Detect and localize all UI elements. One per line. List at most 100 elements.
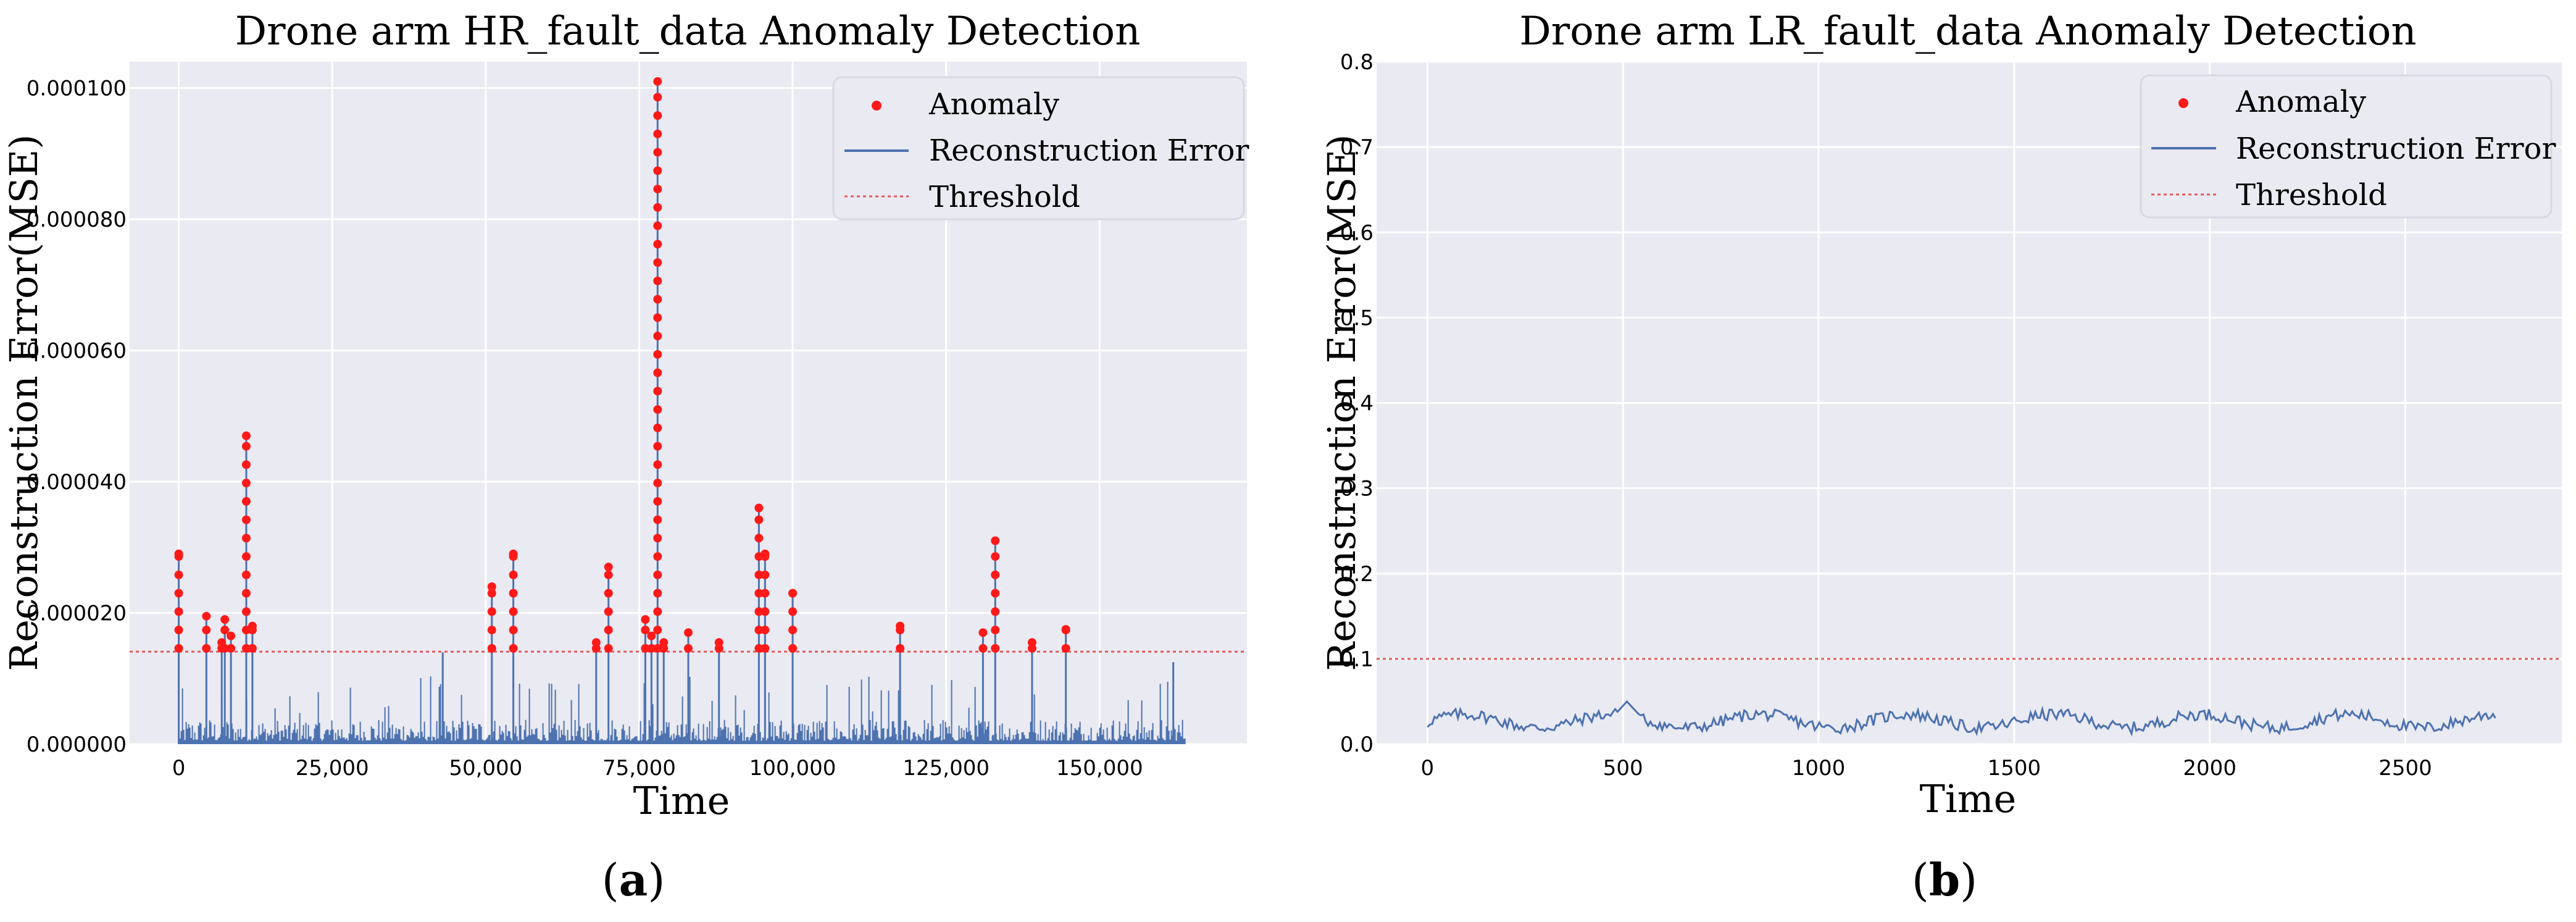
legend-label-anomaly-a: Anomaly xyxy=(928,87,1059,122)
anomaly-point xyxy=(754,503,764,513)
anomaly-point xyxy=(220,643,230,653)
anomaly-point xyxy=(653,552,662,561)
x-tick-label: 0 xyxy=(1421,756,1435,781)
x-tick-label: 100,000 xyxy=(749,756,836,781)
anomaly-point xyxy=(978,628,988,637)
anomaly-point xyxy=(761,549,770,558)
anomaly-point xyxy=(604,626,613,635)
anomaly-point xyxy=(487,582,496,591)
y-tick-label: 0.0 xyxy=(1340,732,1373,757)
anomaly-point xyxy=(653,129,662,138)
anomaly-point xyxy=(487,589,496,598)
anomaly-point xyxy=(653,387,662,396)
anomaly-point xyxy=(653,589,662,598)
anomaly-point xyxy=(591,643,601,653)
anomaly-point xyxy=(991,570,1000,579)
anomaly-point xyxy=(653,148,662,157)
anomaly-point xyxy=(788,643,798,653)
y-tick-label: 0.000060 xyxy=(27,339,127,364)
anomaly-point xyxy=(653,332,662,341)
anomaly-point xyxy=(653,203,662,212)
x-tick-label: 25,000 xyxy=(296,756,369,781)
anomaly-point xyxy=(653,166,662,175)
anomaly-point xyxy=(653,442,662,451)
anomaly-point xyxy=(788,626,798,635)
anomaly-point xyxy=(202,643,211,653)
y-tick-label: 0.6 xyxy=(1340,220,1373,245)
anomaly-point xyxy=(653,534,662,543)
anomaly-point xyxy=(241,515,251,524)
chart-a: 0.000000 0.000020 0.000040 0.000060 0.000080… xyxy=(1,9,1249,906)
anomaly-point xyxy=(991,643,1000,653)
anomaly-point xyxy=(509,626,518,635)
anomaly-point xyxy=(714,643,723,653)
legend-anomaly-marker-a xyxy=(872,101,882,111)
y-tick-label: 0.000080 xyxy=(27,207,127,232)
legend-label-anomaly-b: Anomaly xyxy=(2235,85,2366,119)
anomaly-point xyxy=(653,240,662,249)
y-tick-label: 0.000100 xyxy=(27,77,127,101)
y-tick-label: 0.1 xyxy=(1340,647,1373,672)
anomaly-point xyxy=(653,570,662,579)
anomaly-point xyxy=(487,643,496,653)
anomaly-point xyxy=(684,643,693,653)
anomaly-point xyxy=(896,621,905,631)
x-axis-title-a: Time xyxy=(633,778,730,823)
anomaly-point xyxy=(641,643,650,653)
x-tick-label: 50,000 xyxy=(449,756,522,781)
anomaly-point xyxy=(174,589,183,598)
anomaly-point xyxy=(202,626,211,635)
anomaly-point xyxy=(487,607,496,616)
x-tick-label: 500 xyxy=(1603,756,1643,781)
y-tick-label: 0.7 xyxy=(1340,135,1373,160)
x-tick-label: 75,000 xyxy=(602,756,676,781)
anomaly-point xyxy=(241,431,251,440)
anomaly-point xyxy=(754,589,764,598)
y-tick-label: 0.3 xyxy=(1340,477,1373,501)
anomaly-point xyxy=(896,643,905,653)
anomaly-point xyxy=(761,589,770,598)
anomaly-point xyxy=(174,626,183,635)
anomaly-point xyxy=(761,643,770,653)
x-tick-label: 0 xyxy=(172,756,186,781)
anomaly-point xyxy=(991,589,1000,598)
x-tick-label: 2500 xyxy=(2378,756,2432,781)
anomaly-point xyxy=(754,607,764,616)
anomaly-point xyxy=(653,460,662,469)
anomaly-point xyxy=(653,221,662,230)
anomaly-point xyxy=(754,570,764,579)
y-axis-title-a: Reconstruction Error(MSE) xyxy=(1,134,46,671)
anomaly-point xyxy=(241,607,251,616)
legend-b: Anomaly Reconstruction Error Threshold xyxy=(2140,74,2556,219)
anomaly-point xyxy=(647,643,656,653)
anomaly-point xyxy=(653,479,662,488)
anomaly-point xyxy=(653,368,662,377)
anomaly-point xyxy=(241,643,251,653)
reconstruction-error-line-b xyxy=(1427,700,2496,737)
anomaly-point xyxy=(174,643,183,653)
y-tick-label: 0.5 xyxy=(1340,306,1373,330)
x-tick-label: 125,000 xyxy=(902,756,990,781)
anomaly-point xyxy=(754,515,764,524)
anomaly-point xyxy=(653,515,662,524)
anomaly-point xyxy=(653,626,662,635)
anomaly-point xyxy=(604,563,613,572)
anomaly-point xyxy=(1061,625,1070,634)
anomaly-point xyxy=(991,552,1000,561)
anomaly-point xyxy=(788,607,798,616)
y-tick-label: 0.000000 xyxy=(27,732,127,757)
anomaly-point xyxy=(604,607,613,616)
anomaly-point xyxy=(248,643,257,653)
legend-label-error-b: Reconstruction Error xyxy=(2236,132,2556,166)
chart-b: 0.0 0.1 0.2 0.3 0.4 0.5 0.6 0.7 0.8 0 500 1000 1500 2… xyxy=(1319,9,2562,906)
y-tick-label: 0.000040 xyxy=(27,470,127,495)
legend-anomaly-marker-b xyxy=(2178,98,2188,108)
anomaly-point xyxy=(174,549,183,558)
anomaly-point xyxy=(227,631,236,640)
anomaly-point xyxy=(991,626,1000,635)
anomaly-point xyxy=(653,185,662,194)
anomaly-point xyxy=(487,626,496,635)
anomaly-point xyxy=(653,350,662,359)
anomaly-point xyxy=(241,460,251,469)
anomaly-point xyxy=(1027,638,1036,647)
